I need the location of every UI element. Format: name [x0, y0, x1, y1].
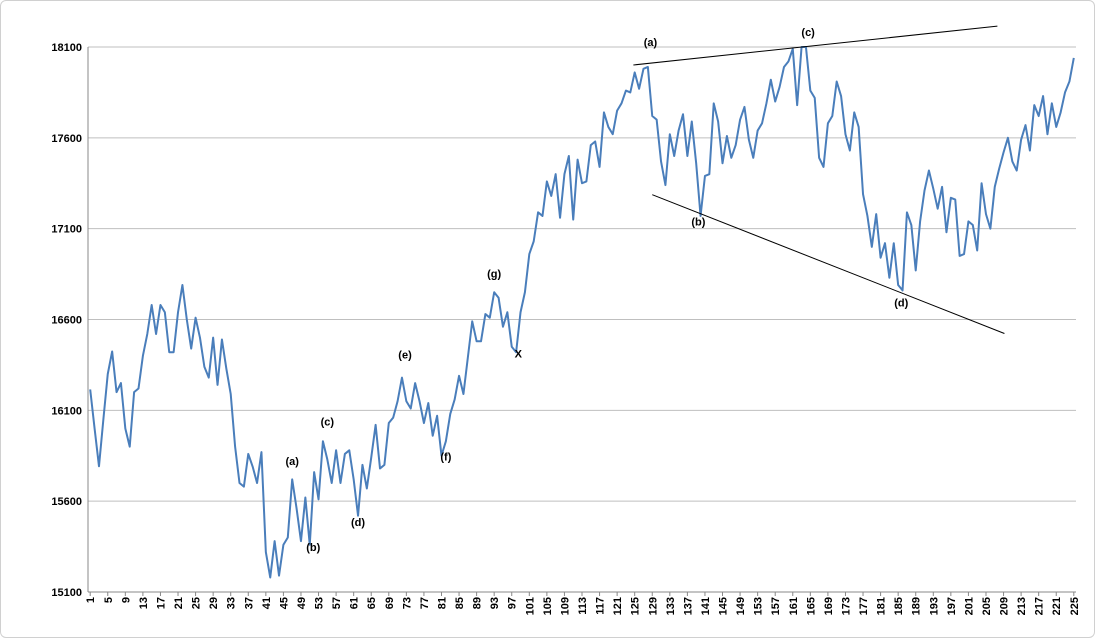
x-tick-label: 33: [226, 597, 238, 609]
line-series: [89, 46, 1075, 579]
wave-label: (a): [644, 37, 658, 49]
wave-label: (g): [487, 269, 501, 281]
x-tick-label: 117: [595, 597, 607, 615]
x-tick-label: 185: [893, 597, 905, 615]
x-tick-label: 221: [1051, 597, 1063, 615]
wave-label: (b): [306, 542, 320, 554]
x-tick-label: 193: [928, 597, 940, 615]
x-tick-label: 145: [718, 597, 730, 615]
x-tick-label: 105: [542, 597, 554, 615]
x-tick-label: 57: [331, 597, 343, 609]
x-tick-label: 149: [735, 597, 747, 615]
x-tick-label: 29: [208, 597, 220, 609]
wave-label: X: [515, 348, 523, 360]
wave-label: (f): [440, 451, 451, 463]
y-tick-label: 18100: [51, 42, 82, 54]
wave-label: (a): [285, 456, 299, 468]
x-tick-label: 189: [911, 597, 923, 615]
x-tick-label: 181: [876, 597, 888, 615]
x-tick-label: 77: [419, 597, 431, 609]
x-tick-label: 213: [1016, 597, 1028, 615]
wave-label: (e): [398, 349, 412, 361]
x-tick-label: 141: [700, 597, 712, 615]
x-tick-label: 21: [173, 597, 185, 609]
x-tick-label: 173: [840, 597, 852, 615]
x-tick-label: 49: [296, 597, 308, 609]
x-tick-label: 197: [946, 597, 958, 615]
y-tick-label: 15100: [51, 587, 82, 599]
x-tick-label: 25: [191, 597, 203, 609]
x-tick-label: 169: [823, 597, 835, 615]
x-tick-label: 85: [454, 597, 466, 609]
x-tick-label: 81: [436, 597, 448, 609]
y-tick-label: 16600: [51, 315, 82, 327]
wave-label: (b): [691, 217, 705, 229]
x-tick-label: 65: [366, 597, 378, 609]
x-tick-label: 137: [682, 597, 694, 615]
x-tick-label: 101: [524, 597, 536, 615]
x-tick-label: 61: [349, 597, 361, 609]
x-tick-label: 177: [858, 597, 870, 615]
y-tick-label: 15600: [51, 496, 82, 508]
trend-line: [633, 25, 998, 66]
wave-label: (c): [321, 416, 335, 428]
x-tick-label: 13: [138, 597, 150, 609]
x-tick-label: 121: [612, 597, 624, 615]
y-tick-label: 17100: [51, 224, 82, 236]
x-tick-label: 133: [665, 597, 677, 615]
x-tick-label: 37: [243, 597, 255, 609]
x-tick-label: 53: [314, 597, 326, 609]
x-tick-label: 41: [261, 597, 273, 609]
x-tick-label: 153: [753, 597, 765, 615]
y-tick-label: 16100: [51, 405, 82, 417]
x-tick-label: 209: [999, 597, 1011, 615]
wave-label: (c): [801, 27, 815, 39]
x-tick-label: 225: [1069, 597, 1081, 615]
x-tick-label: 165: [805, 597, 817, 615]
x-tick-label: 97: [507, 597, 519, 609]
x-tick-label: 69: [384, 597, 396, 609]
x-tick-label: 157: [770, 597, 782, 615]
y-tick-label: 17600: [51, 133, 82, 145]
x-tick-label: 9: [120, 597, 132, 603]
wave-label: (d): [894, 298, 908, 310]
x-tick-label: 89: [472, 597, 484, 609]
x-tick-label: 217: [1034, 597, 1046, 615]
trend-line: [652, 194, 1005, 334]
x-tick-label: 129: [647, 597, 659, 615]
x-tick-label: 73: [401, 597, 413, 609]
x-tick-label: 125: [630, 597, 642, 615]
x-tick-label: 205: [981, 597, 993, 615]
x-tick-label: 5: [103, 597, 115, 603]
x-tick-label: 1: [85, 597, 97, 603]
x-tick-label: 161: [788, 597, 800, 615]
x-tick-label: 109: [559, 597, 571, 615]
x-tick-label: 17: [155, 597, 167, 609]
x-tick-label: 45: [278, 597, 290, 609]
x-tick-label: 93: [489, 597, 501, 609]
x-tick-label: 201: [963, 597, 975, 615]
x-tick-label: 113: [577, 597, 589, 615]
wave-label: (d): [351, 517, 365, 529]
